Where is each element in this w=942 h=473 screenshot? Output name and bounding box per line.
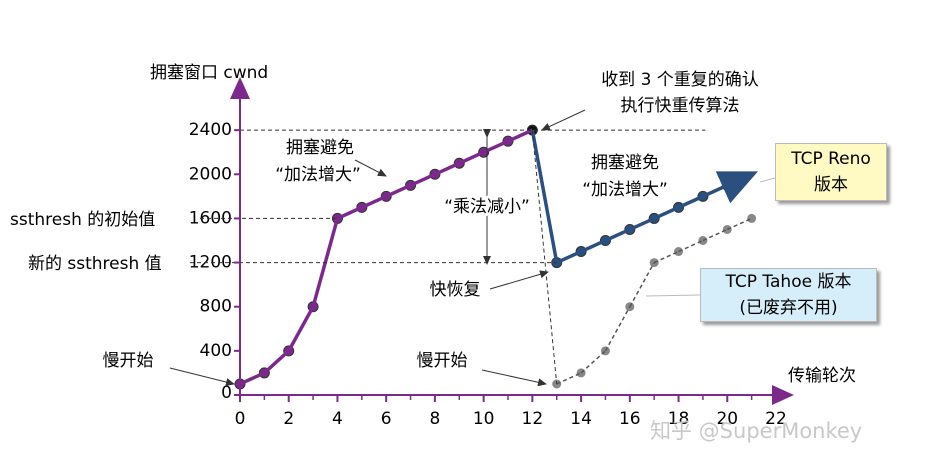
- x-tick-label: 0: [235, 409, 246, 429]
- series-line: [458, 150, 485, 165]
- x-tick-label: 12: [522, 409, 544, 429]
- series-line: [580, 350, 606, 374]
- series-line: [287, 305, 315, 352]
- series-line: [653, 205, 680, 221]
- x-tick-label: 10: [473, 409, 495, 429]
- series-line: [702, 228, 728, 242]
- legend-label: TCP Reno 版本: [791, 149, 871, 195]
- legend-label: TCP Tahoe 版本: [725, 272, 852, 292]
- legend-box: TCP Tahoe 版本 (已废弃不用): [700, 268, 877, 322]
- series-line: [434, 161, 460, 176]
- y-tick-label: 800: [200, 297, 232, 317]
- x-tick-label: 16: [619, 409, 641, 429]
- series-line: [715, 171, 759, 204]
- callout-pointer: [759, 177, 776, 183]
- annotation: 执行快重传算法: [621, 96, 740, 116]
- annotation: 慢开始: [417, 350, 468, 371]
- y-tick-label: 0: [221, 383, 232, 403]
- series-line: [556, 249, 582, 265]
- y-tick-label: 2400: [189, 120, 232, 140]
- series-line: [239, 371, 266, 386]
- y-tick-label: 400: [200, 341, 232, 361]
- annotation: 拥塞避免: [591, 153, 659, 173]
- data-point: [747, 213, 757, 223]
- x-tick-label: 18: [668, 409, 690, 429]
- x-axis-label: 传输轮次: [788, 366, 856, 386]
- series-line: [361, 194, 387, 209]
- series-line: [653, 250, 679, 264]
- annotation: “乘法减小”: [444, 197, 530, 217]
- annotation-arrow: [489, 270, 549, 290]
- annotation: 慢开始: [103, 350, 154, 371]
- series-line: [677, 194, 704, 209]
- x-tick-label: 22: [765, 409, 787, 429]
- annotation: “加法增大”: [582, 180, 668, 200]
- annotation: 拥塞避免: [286, 138, 354, 158]
- legend-box: TCP Reno 版本: [775, 143, 887, 201]
- annotation: “加法增大”: [275, 165, 361, 185]
- x-tick-label: 14: [570, 409, 592, 429]
- series-line: [507, 128, 534, 143]
- y-tick-label: 1200: [189, 253, 232, 273]
- legend-note: (已废弃不用): [739, 298, 838, 318]
- annotation: 快恢复: [430, 280, 481, 300]
- annotation-arrow: [481, 369, 547, 387]
- series-line: [530, 129, 559, 263]
- x-tick-label: 20: [716, 409, 738, 429]
- x-tick-label: 8: [429, 409, 440, 429]
- series-line: [678, 239, 704, 253]
- series-line: [385, 183, 412, 198]
- series-line: [556, 372, 582, 385]
- series-line: [629, 216, 655, 232]
- annotation: 收到 3 个重复的确认: [601, 70, 759, 90]
- series-line: [702, 183, 728, 198]
- annotation-arrow: [354, 159, 387, 177]
- series-line: [604, 306, 631, 352]
- series-line: [629, 262, 655, 308]
- annotation: ssthresh 的初始值: [10, 210, 155, 230]
- annotation-arrow: [541, 109, 586, 131]
- series-line: [604, 227, 631, 243]
- series-line: [580, 238, 607, 254]
- y-tick-label: 2000: [189, 164, 232, 184]
- series-line: [726, 217, 752, 231]
- annotation: 新的 ssthresh 值: [28, 254, 162, 274]
- series-line: [263, 349, 290, 375]
- annotation-arrow: [169, 367, 235, 386]
- guide-line: [531, 130, 558, 385]
- series-line: [409, 172, 436, 187]
- x-tick-label: 6: [381, 409, 392, 429]
- x-tick-label: 4: [332, 409, 343, 429]
- watermark: 知乎 @SuperMonkey: [650, 419, 862, 443]
- x-tick-label: 2: [283, 409, 294, 429]
- y-axis-label: 拥塞窗口 cwnd: [150, 63, 268, 83]
- callout-pointer: [645, 294, 701, 297]
- series-line: [336, 205, 363, 221]
